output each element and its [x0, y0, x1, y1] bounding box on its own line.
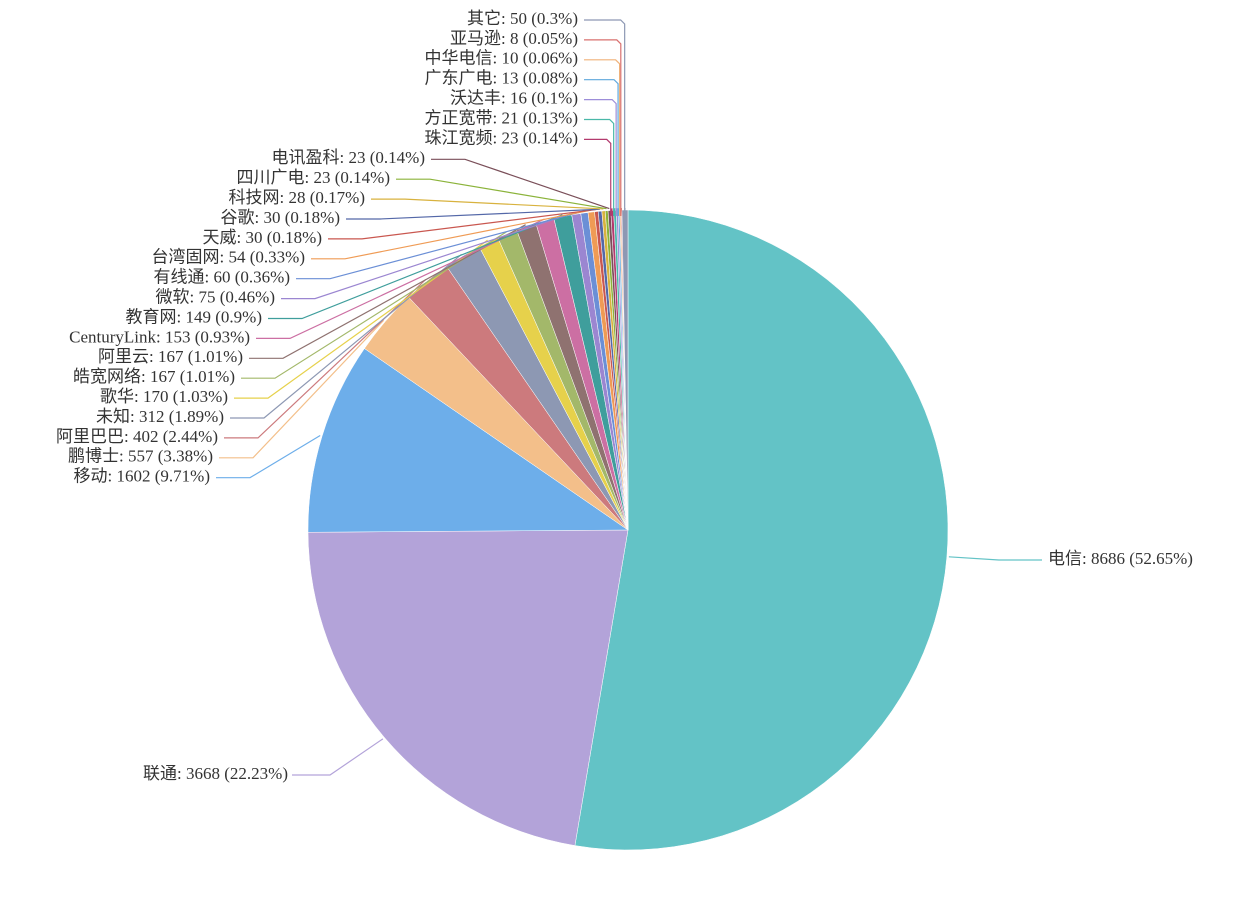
- leader-line: [584, 118, 616, 217]
- slice-label: 有线通: 60 (0.36%): [154, 268, 290, 287]
- slice-label: 电信: 8686 (52.65%): [1048, 549, 1193, 568]
- slice-label: 谷歌: 30 (0.18%): [221, 208, 340, 227]
- leader-line: [584, 39, 622, 217]
- slice-label: 珠江宽频: 23 (0.14%): [425, 128, 578, 147]
- slice-label: 亚马逊: 8 (0.05%): [450, 29, 578, 48]
- leader-line: [234, 239, 488, 399]
- slice-label: CenturyLink: 153 (0.93%): [69, 327, 250, 346]
- slice-label: 四川广电: 23 (0.14%): [237, 168, 390, 187]
- slice-label: 未知: 312 (1.89%): [96, 407, 224, 426]
- leader-line: [431, 158, 610, 210]
- leader-line: [371, 198, 604, 210]
- slice-label: 方正宽带: 21 (0.13%): [425, 108, 578, 127]
- slice-label: 沃达丰: 16 (0.1%): [450, 89, 578, 108]
- leader-line: [249, 224, 526, 359]
- slice-label: 广东广电: 13 (0.08%): [425, 69, 578, 88]
- leader-line: [328, 208, 597, 240]
- slice-label: 联通: 3668 (22.23%): [143, 764, 288, 783]
- leader-line: [584, 59, 621, 217]
- leader-line: [281, 211, 577, 300]
- leader-line: [584, 98, 618, 217]
- slice-label: 移动: 1602 (9.71%): [74, 467, 210, 486]
- slice-label: 其它: 50 (0.3%): [467, 9, 578, 28]
- slice-label: 教育网: 149 (0.9%): [126, 307, 262, 326]
- slice-label: 台湾固网: 54 (0.33%): [152, 248, 305, 267]
- slice-label: 电讯盈科: 23 (0.14%): [272, 148, 425, 167]
- leader-line: [584, 19, 626, 217]
- leader-line: [256, 218, 545, 339]
- leader-line: [396, 178, 607, 210]
- leader-line: [219, 319, 385, 459]
- leader-line: [296, 210, 585, 280]
- slice-label: 中华电信: 10 (0.06%): [425, 49, 578, 68]
- slice-label: 皓宽网络: 167 (1.01%): [73, 367, 235, 386]
- pie-slice: [574, 209, 949, 851]
- slice-label: 阿里云: 167 (1.01%): [98, 347, 243, 366]
- leader-line: [948, 556, 1042, 561]
- leader-line: [584, 138, 613, 217]
- leader-line: [311, 209, 592, 260]
- leader-line: [224, 279, 427, 439]
- slice-label: 微软: 75 (0.46%): [156, 288, 275, 307]
- leader-line: [230, 253, 462, 419]
- leader-line: [241, 231, 507, 379]
- slice-label: 科技网: 28 (0.17%): [229, 188, 365, 207]
- leader-line: [216, 434, 321, 479]
- leader-line: [268, 214, 563, 320]
- slice-label: 鹏博士: 557 (3.38%): [68, 447, 213, 466]
- slice-label: 阿里巴巴: 402 (2.44%): [56, 427, 218, 446]
- leader-line: [346, 208, 600, 220]
- slice-label: 歌华: 170 (1.03%): [100, 387, 228, 406]
- leader-line: [584, 79, 620, 217]
- leader-line: [292, 738, 384, 776]
- slice-label: 天威: 30 (0.18%): [203, 228, 322, 247]
- pie-slice: [307, 348, 629, 533]
- pie-slice: [307, 529, 629, 846]
